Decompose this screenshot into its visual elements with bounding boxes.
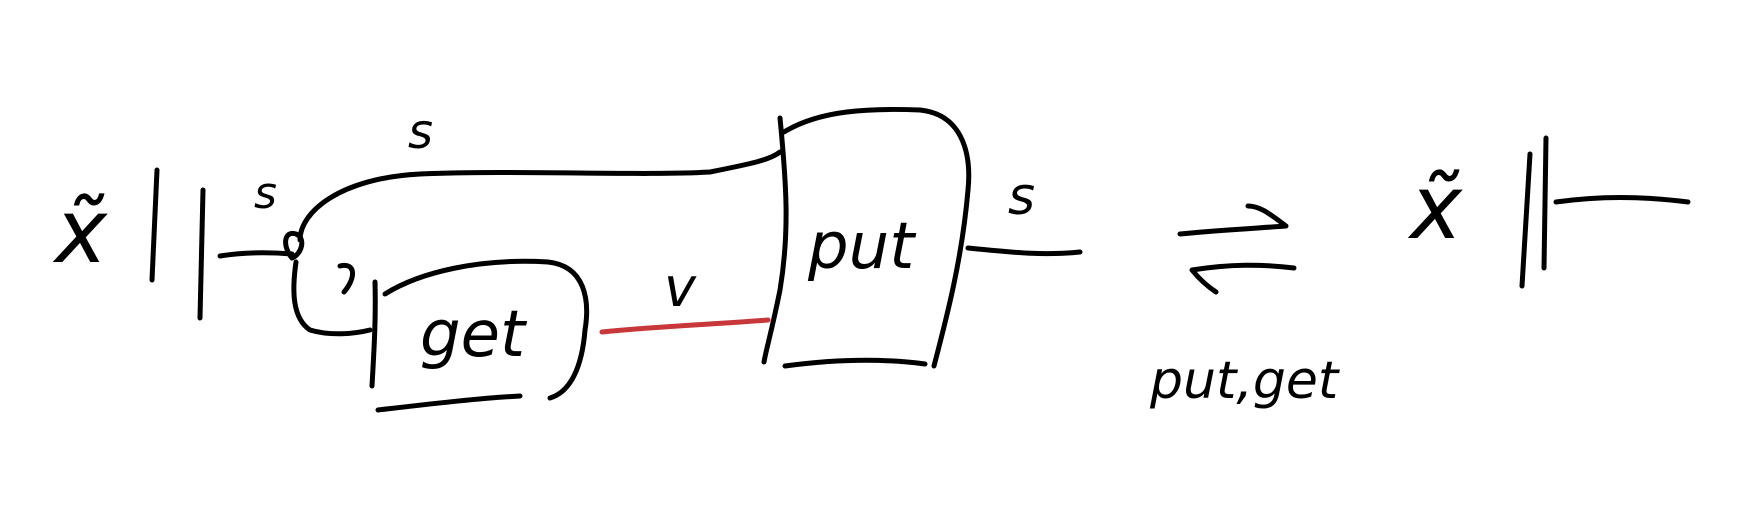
left-state-bar-2 [197,187,206,321]
copy-node [283,230,305,261]
put-box-left [761,115,789,365]
right-state-bar-2 [1541,135,1549,271]
right-state: x̃ [1407,135,1691,289]
put-box-bottom [782,357,928,369]
get-box-bottom [375,393,523,413]
left-state-bar-1 [149,167,160,283]
rewrite-arrows: put,get [1149,203,1340,411]
left-state: x̃ [52,167,206,321]
value-wire [599,317,771,335]
get-box: get [337,258,590,413]
output-wire [965,245,1083,257]
put-box: put [761,106,972,369]
get-box-label: get [420,298,528,372]
copy-to-get-wire [291,259,373,337]
rewrite-arrow-left [1189,262,1297,295]
right-state-symbol: x̃ [1407,156,1463,259]
get-box-outline [369,279,378,389]
right-output-wire [1553,195,1691,205]
put-box-label: put [807,210,917,284]
get-box-top [382,258,590,401]
value-wire-label: v [664,256,697,319]
output-label: s [1008,167,1035,227]
input-wire-label: s [254,168,277,219]
get-input-tick [337,262,355,295]
top-wire-label: s [408,104,433,160]
rewrite-arrow-right [1177,203,1289,237]
rewrite-rule-label: put,get [1149,351,1340,411]
left-state-symbol: x̃ [52,180,108,283]
input-wire [217,250,295,259]
put-box-top-right [781,106,972,369]
right-state-bar-1 [1519,151,1533,289]
top-wire [297,149,783,243]
